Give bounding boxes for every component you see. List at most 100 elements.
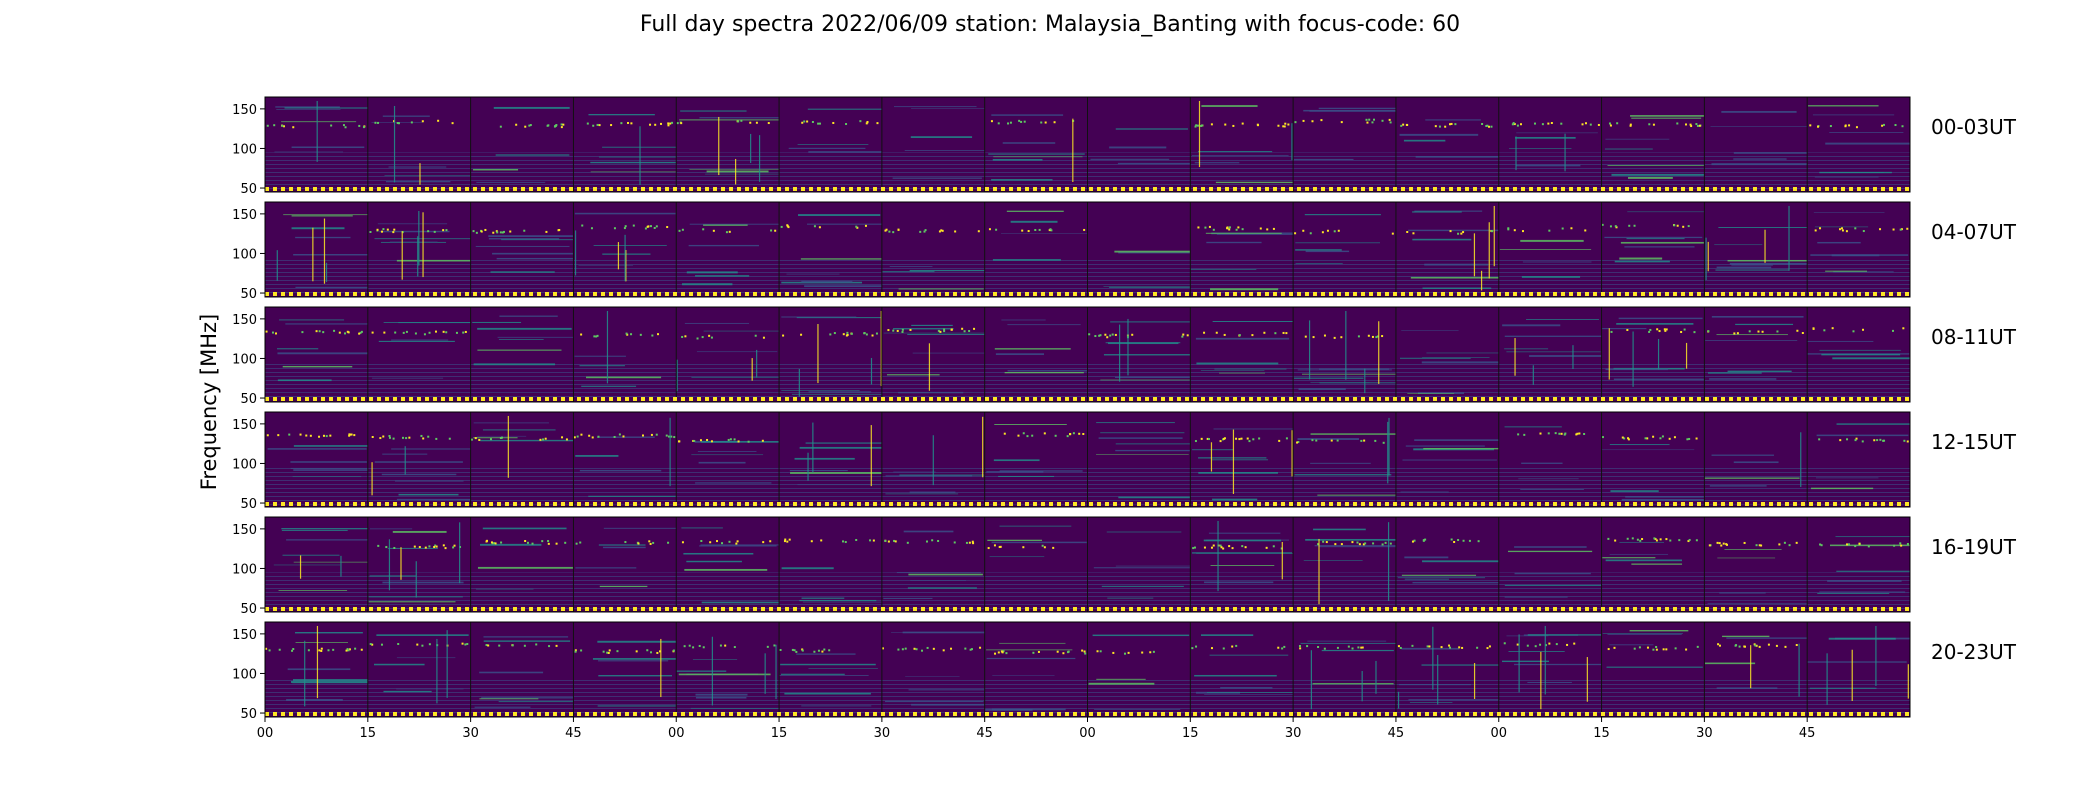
emission-speck xyxy=(755,121,758,124)
emission-speck xyxy=(887,540,890,543)
emission-band xyxy=(1101,585,1184,587)
emission-speck xyxy=(275,332,278,335)
emission-speck xyxy=(1052,546,1055,549)
panel-texture xyxy=(1807,572,1910,610)
burst xyxy=(812,422,814,473)
emission-speck xyxy=(1589,123,1592,126)
emission-speck xyxy=(670,435,673,438)
emission-band xyxy=(1714,244,1763,246)
emission-speck xyxy=(950,328,953,331)
emission-band xyxy=(991,114,1064,116)
emission-speck xyxy=(554,125,557,128)
emission-speck xyxy=(650,651,653,654)
emission-band xyxy=(498,339,544,340)
emission-band xyxy=(686,271,738,274)
emission-speck xyxy=(632,224,635,227)
emission-band xyxy=(808,668,878,669)
panel-texture xyxy=(1087,467,1191,505)
emission-band xyxy=(703,330,780,332)
emission-band xyxy=(588,113,655,116)
emission-band xyxy=(1007,324,1081,326)
emission-band xyxy=(579,469,662,472)
burst xyxy=(1232,429,1235,494)
emission-band xyxy=(898,391,964,394)
emission-speck xyxy=(1838,228,1841,231)
x-tick-label: 45 xyxy=(1388,726,1405,741)
panel-texture xyxy=(470,152,574,190)
emission-speck xyxy=(650,433,653,436)
emission-speck xyxy=(1212,228,1215,231)
emission-speck xyxy=(444,547,447,550)
emission-speck xyxy=(1372,542,1375,545)
emission-band xyxy=(1719,592,1766,594)
emission-speck xyxy=(405,330,408,333)
row-frame xyxy=(264,516,1911,613)
emission-speck xyxy=(1646,646,1649,649)
emission-speck xyxy=(1336,439,1339,442)
emission-band xyxy=(892,177,982,179)
emission-speck xyxy=(1007,122,1010,125)
burst xyxy=(1572,345,1574,369)
emission-band xyxy=(603,527,677,529)
emission-band xyxy=(295,236,351,239)
emission-speck xyxy=(844,541,847,544)
emission-speck xyxy=(1206,437,1209,440)
emission-speck xyxy=(817,649,820,652)
emission-speck xyxy=(1112,651,1115,654)
emission-speck xyxy=(586,122,589,125)
emission-band xyxy=(781,567,834,570)
emission-speck xyxy=(392,437,395,440)
panel-texture xyxy=(1395,467,1499,505)
y-tick-label: 150 xyxy=(232,523,257,538)
emission-band xyxy=(1198,472,1278,474)
emission-speck xyxy=(292,126,295,129)
emission-speck xyxy=(926,646,929,649)
emission-band xyxy=(1620,241,1705,244)
emission-speck xyxy=(680,122,683,125)
burst xyxy=(316,625,319,699)
emission-speck xyxy=(1566,643,1569,646)
emission-speck xyxy=(998,545,1001,548)
panel-texture xyxy=(881,152,985,190)
emission-band xyxy=(807,108,882,110)
emission-speck xyxy=(1641,538,1644,541)
spectrum-panel xyxy=(675,412,780,507)
emission-band xyxy=(1504,584,1602,586)
emission-band xyxy=(991,541,1087,544)
burst xyxy=(1586,657,1588,702)
emission-speck xyxy=(681,228,684,231)
emission-speck xyxy=(1633,224,1636,227)
spectrum-panel xyxy=(881,412,985,507)
emission-speck xyxy=(1222,437,1225,440)
x-tick-label: 30 xyxy=(874,726,891,741)
emission-speck xyxy=(892,329,895,332)
panel-texture xyxy=(1087,257,1191,295)
emission-speck xyxy=(350,433,353,436)
emission-band xyxy=(1527,634,1602,636)
emission-band xyxy=(1423,447,1499,450)
emission-speck xyxy=(1560,122,1563,125)
emission-speck xyxy=(595,335,598,338)
emission-speck xyxy=(1879,438,1882,441)
emission-band xyxy=(369,575,416,577)
emission-speck xyxy=(884,229,887,232)
spectrum-panel xyxy=(984,412,1088,507)
emission-band xyxy=(1825,270,1868,272)
spectrum-panel xyxy=(1292,412,1396,507)
emission-band xyxy=(475,245,570,247)
emission-band xyxy=(1194,674,1277,677)
emission-band xyxy=(1425,119,1481,121)
emission-band xyxy=(705,173,780,175)
emission-band xyxy=(907,333,985,335)
emission-band xyxy=(986,649,1073,651)
emission-speck xyxy=(464,330,467,333)
spectrum-panel xyxy=(1498,202,1602,297)
emission-speck xyxy=(1608,122,1611,125)
y-tick-label: 100 xyxy=(232,457,257,472)
burst xyxy=(750,133,752,164)
emission-speck xyxy=(1534,122,1537,125)
emission-band xyxy=(1520,239,1584,242)
emission-speck xyxy=(1621,436,1624,439)
emission-speck xyxy=(1462,231,1465,234)
emission-speck xyxy=(671,121,674,124)
